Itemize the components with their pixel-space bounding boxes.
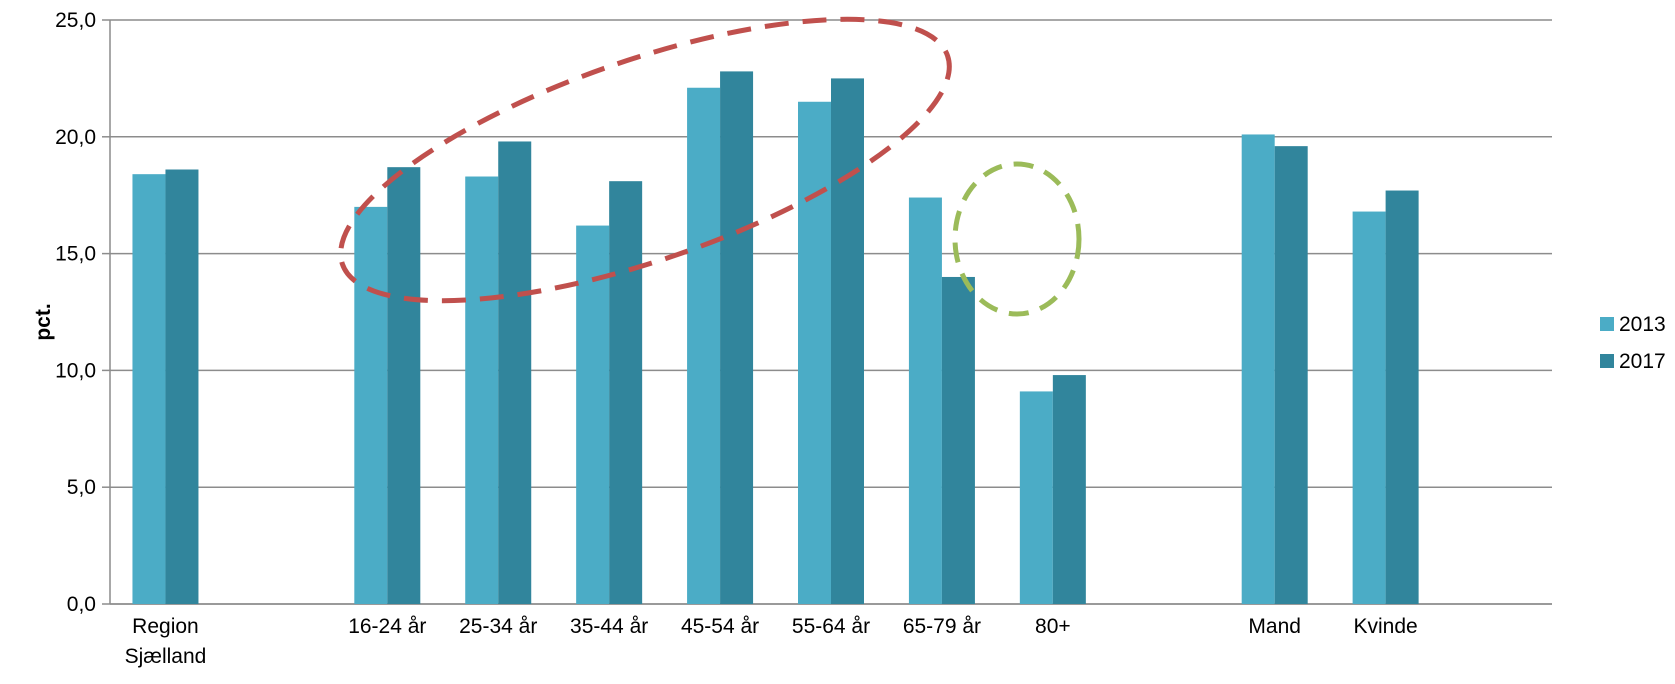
y-tick-label: 5,0: [67, 476, 96, 499]
bar-2017: [1274, 146, 1308, 605]
x-tick-label: Sjælland: [125, 645, 207, 668]
bar-2013: [687, 87, 721, 604]
bar-2013: [908, 197, 942, 604]
bar-2013: [1241, 134, 1275, 605]
x-tick-label: 45-54 år: [681, 615, 759, 638]
bar-2013: [576, 225, 610, 604]
bar-2013: [1352, 211, 1386, 604]
x-tick-label: 65-79 år: [903, 615, 981, 638]
y-tick-label: 10,0: [55, 359, 96, 382]
bar-2017: [1052, 375, 1086, 604]
x-tick-label: Mand: [1248, 615, 1301, 638]
x-tick-label: Kvinde: [1354, 615, 1418, 638]
bar-2013: [1019, 391, 1053, 604]
y-tick-label: 0,0: [67, 593, 96, 616]
red-dashed-ellipse: [338, 16, 952, 304]
bar-2017: [1385, 190, 1419, 604]
x-tick-label: Region: [132, 615, 199, 638]
y-axis-label: pct.: [32, 303, 55, 340]
bar-2017: [941, 276, 975, 604]
y-tick-label: 15,0: [55, 243, 96, 266]
legend-swatch: [1600, 354, 1614, 368]
bar-2017: [165, 169, 199, 604]
x-tick-label: 35-44 år: [570, 615, 648, 638]
x-tick-label: 25-34 år: [459, 615, 537, 638]
y-tick-label: 25,0: [55, 9, 96, 32]
bar-2013: [354, 206, 388, 604]
bar-2017: [609, 181, 643, 604]
bar-2013: [798, 101, 831, 604]
bar-2017: [831, 78, 864, 604]
x-tick-label: 55-64 år: [792, 615, 870, 638]
annotations: [338, 16, 1082, 317]
x-tick-label: 16-24 år: [348, 615, 426, 638]
bar-2017: [387, 167, 421, 604]
bar-2013: [132, 174, 166, 604]
legend-label: 2017: [1619, 350, 1666, 373]
x-tick-label: 80+: [1035, 615, 1071, 638]
bar-2017: [720, 71, 754, 605]
y-tick-labels: 0,0 5,0 10,0 15,0 20,0 25,0: [55, 9, 96, 616]
bar-2017: [498, 141, 532, 605]
y-tick-label: 20,0: [55, 126, 96, 149]
bars: [132, 71, 1419, 605]
bar-2013: [465, 176, 499, 604]
green-dashed-ellipse: [952, 161, 1082, 317]
legend-label: 2013: [1619, 313, 1666, 336]
x-tick-labels: Region Sjælland 16-24 år 25-34 år 35-44 år 45…: [125, 615, 1418, 668]
legend: 2013 2017: [1600, 313, 1666, 373]
legend-swatch: [1600, 317, 1614, 331]
